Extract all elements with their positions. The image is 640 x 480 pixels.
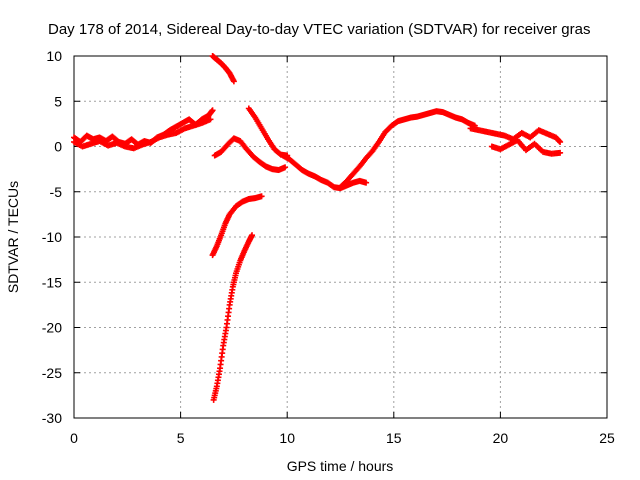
x-tick-label: 5 — [177, 430, 185, 446]
x-tick-label: 25 — [599, 430, 615, 446]
y-tick-label: 0 — [54, 139, 62, 155]
x-tick-label: 15 — [386, 430, 402, 446]
y-tick-label: -5 — [50, 184, 63, 200]
data-point — [258, 193, 265, 200]
series-9 — [337, 108, 478, 191]
tick-labels: 0 5 10 15 20 25 10 5 0 -5 -10 -15 -20 -25 -30 — [42, 48, 615, 446]
y-axis-label: SDTVAR / TECUs — [5, 181, 21, 293]
y-tick-label: -25 — [42, 365, 62, 381]
x-tick-label: 10 — [279, 430, 295, 446]
x-tick-label: 0 — [70, 430, 78, 446]
data-point — [557, 138, 564, 145]
series-4 — [211, 135, 289, 174]
data-point — [363, 179, 370, 186]
series-11 — [488, 137, 564, 157]
chart-title: Day 178 of 2014, Sidereal Day-to-day VTE… — [48, 21, 590, 38]
data-point — [282, 164, 289, 171]
series-7 — [210, 232, 256, 403]
series-6 — [209, 193, 265, 259]
y-tick-label: 10 — [46, 48, 62, 64]
grid-lines — [74, 56, 607, 418]
data-point — [230, 78, 237, 85]
series-10 — [467, 125, 564, 145]
y-tick-label: -30 — [42, 410, 62, 426]
series-3 — [209, 53, 237, 85]
series-2 — [71, 116, 214, 152]
data-points — [71, 53, 564, 403]
y-tick-label: 5 — [54, 93, 62, 109]
data-point — [557, 149, 564, 156]
x-axis-label: GPS time / hours — [287, 458, 394, 474]
y-tick-label: -20 — [42, 320, 62, 336]
data-point — [249, 232, 256, 239]
y-tick-label: -15 — [42, 274, 62, 290]
y-tick-label: -10 — [42, 229, 62, 245]
series-5 — [245, 105, 291, 159]
data-point — [209, 107, 216, 114]
x-tick-label: 20 — [493, 430, 509, 446]
data-point — [207, 116, 214, 123]
